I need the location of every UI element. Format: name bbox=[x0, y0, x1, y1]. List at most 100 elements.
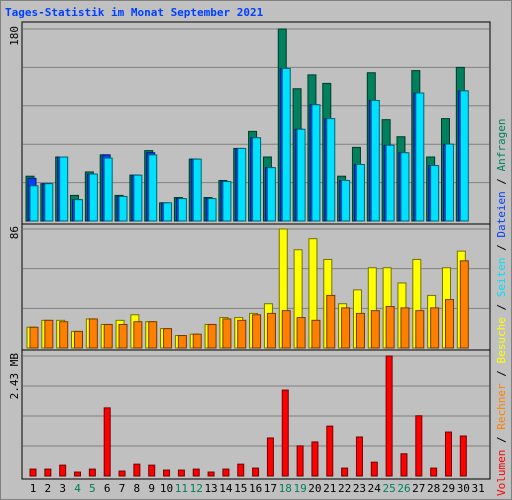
bar bbox=[192, 158, 202, 222]
bar bbox=[266, 167, 276, 222]
bar bbox=[266, 312, 276, 349]
x-tick-label: 3 bbox=[59, 482, 66, 495]
bar bbox=[281, 67, 291, 222]
bar bbox=[296, 317, 306, 349]
bar bbox=[59, 321, 69, 349]
bar bbox=[222, 318, 232, 349]
bar bbox=[133, 174, 143, 222]
x-tick-label: 31 bbox=[472, 482, 485, 495]
bar bbox=[237, 463, 245, 477]
bar bbox=[311, 441, 319, 477]
bar bbox=[103, 407, 111, 477]
bar bbox=[133, 463, 141, 477]
legend-entry: Seiten bbox=[495, 258, 508, 298]
x-tick-label: 23 bbox=[353, 482, 366, 495]
bar bbox=[430, 165, 440, 222]
bar bbox=[222, 468, 230, 477]
bar bbox=[326, 118, 336, 222]
bar bbox=[385, 355, 393, 477]
bar bbox=[177, 469, 185, 477]
bar bbox=[29, 185, 39, 222]
bar bbox=[326, 425, 334, 477]
bar bbox=[355, 312, 365, 349]
bar bbox=[163, 328, 173, 349]
x-tick-label: 9 bbox=[148, 482, 155, 495]
bar bbox=[44, 468, 52, 477]
x-tick-label: 17 bbox=[264, 482, 277, 495]
bar bbox=[370, 99, 380, 222]
bar bbox=[148, 464, 156, 477]
bar bbox=[177, 198, 187, 222]
bar bbox=[88, 173, 98, 222]
legend-separator: / bbox=[495, 171, 508, 191]
legend-separator: / bbox=[495, 430, 508, 450]
bar bbox=[222, 181, 232, 222]
bar bbox=[163, 469, 171, 477]
bar bbox=[148, 321, 158, 349]
bar bbox=[118, 323, 128, 349]
bar bbox=[385, 144, 395, 222]
x-tick-label: 19 bbox=[293, 482, 306, 495]
bar bbox=[444, 143, 454, 222]
bar bbox=[29, 326, 39, 349]
bar bbox=[133, 321, 143, 349]
bar bbox=[59, 464, 67, 477]
bar bbox=[44, 319, 54, 349]
x-tick-label: 11 bbox=[175, 482, 188, 495]
bar bbox=[459, 260, 469, 349]
x-tick-label: 10 bbox=[160, 482, 173, 495]
x-tick-label: 29 bbox=[442, 482, 455, 495]
bar bbox=[296, 445, 304, 477]
bar bbox=[103, 323, 113, 349]
x-tick-label: 28 bbox=[427, 482, 440, 495]
x-tick-label: 20 bbox=[308, 482, 321, 495]
bar bbox=[74, 330, 84, 349]
bar bbox=[44, 183, 54, 222]
bar bbox=[355, 163, 365, 222]
bar bbox=[415, 92, 425, 222]
bar bbox=[118, 195, 128, 222]
bar bbox=[163, 202, 173, 222]
bar bbox=[326, 294, 336, 349]
bar bbox=[252, 467, 260, 477]
bar bbox=[192, 333, 202, 349]
bar bbox=[74, 471, 82, 477]
x-tick-label: 1 bbox=[30, 482, 37, 495]
bar bbox=[370, 461, 378, 477]
bar bbox=[444, 299, 454, 349]
legend-entry: Anfragen bbox=[495, 118, 508, 171]
bar bbox=[252, 137, 262, 222]
bar bbox=[88, 318, 98, 349]
bar bbox=[192, 468, 200, 477]
legend-separator: / bbox=[495, 364, 508, 384]
bar bbox=[59, 156, 69, 222]
x-tick-label: 6 bbox=[104, 482, 111, 495]
x-tick-label: 21 bbox=[323, 482, 336, 495]
bar bbox=[207, 471, 215, 477]
bar bbox=[103, 157, 113, 222]
bar bbox=[400, 307, 410, 349]
bar bbox=[385, 305, 395, 349]
bar bbox=[207, 198, 217, 222]
bar bbox=[118, 470, 126, 477]
bar bbox=[311, 319, 321, 349]
bar bbox=[88, 468, 96, 477]
bar bbox=[444, 431, 452, 477]
x-tick-label: 8 bbox=[134, 482, 141, 495]
bar bbox=[341, 179, 351, 222]
legend-entry: Dateien bbox=[495, 191, 508, 237]
bar bbox=[459, 435, 467, 477]
bar bbox=[237, 147, 247, 222]
x-tick-label: 26 bbox=[397, 482, 410, 495]
bar bbox=[177, 335, 187, 349]
bar bbox=[430, 307, 440, 349]
x-tick-label: 27 bbox=[412, 482, 425, 495]
chart-title: Tages-Statistik im Monat September 2021 bbox=[5, 6, 264, 19]
x-tick-label: 24 bbox=[368, 482, 382, 495]
x-tick-label: 14 bbox=[219, 482, 233, 495]
x-tick-label: 2 bbox=[45, 482, 52, 495]
bar bbox=[148, 154, 158, 222]
bar bbox=[459, 90, 469, 222]
bar bbox=[237, 319, 247, 349]
